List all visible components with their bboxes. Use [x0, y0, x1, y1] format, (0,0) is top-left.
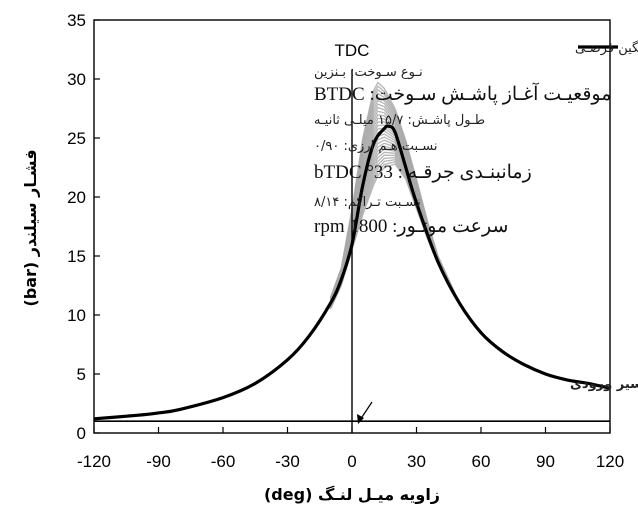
y-axis-ticks: 0 5 10 15 20 25 30 35 [67, 11, 100, 443]
cycle-line [329, 81, 482, 334]
condition-injection-duration: طـول پاشـش: ۱۵/۷ میلـی ثانیـه [314, 113, 485, 128]
x-axis-label: زاویه میـل لنـگ (deg) [264, 485, 440, 504]
arrow-head-icon [357, 414, 364, 424]
condition-equivalence-ratio: نسـبت هـم ارزی: ۰/۹۰ [314, 139, 437, 154]
condition-fuel-type: نـوع سـوخت: بـنزین [314, 65, 423, 80]
x-tick-label: -30 [275, 452, 300, 471]
x-tick-label: 60 [472, 452, 491, 471]
y-tick-label: 35 [67, 11, 86, 30]
condition-injection-start: موقعیـت آغـاز پاشـش سـوخت: BTDC [314, 82, 611, 105]
x-tick-label: -60 [211, 452, 236, 471]
conditions-block: نـوع سـوخت: بـنزین موقعیـت آغـاز پاشـش س… [314, 65, 611, 237]
legend-mean-label: سـیکل میـانگین فرضـی [575, 40, 638, 56]
y-axis-label: فشـار سیلندر (bar) [21, 149, 40, 306]
x-tick-label: -90 [146, 452, 171, 471]
legend: سـیکل میـانگین فرضـی [575, 40, 638, 56]
y-tick-label: 0 [77, 424, 86, 443]
y-tick-label: 20 [67, 188, 86, 207]
intake-pressure-label: فشـار مطلـق در مسیر ورودی [570, 377, 638, 392]
mean-cycle-curve [93, 124, 611, 421]
cycle-line [329, 163, 482, 334]
condition-spark-timing: زمانبنـدی جرقـه : 33° bTDC [314, 162, 532, 183]
x-axis-ticks: -120 -90 -60 -30 0 30 60 90 120 [77, 427, 624, 471]
y-tick-label: 10 [67, 306, 86, 325]
y-tick-label: 15 [67, 247, 86, 266]
condition-compression-ratio: نسـبت تـراکم: ۸/۱۴ [314, 195, 421, 210]
x-tick-label: 0 [347, 452, 356, 471]
condition-engine-speed: سرعت موتـور: 1800 rpm [314, 216, 508, 237]
y-tick-label: 30 [67, 70, 86, 89]
tdc-label: TDC [335, 41, 370, 60]
x-tick-label: 120 [596, 452, 624, 471]
y-tick-label: 25 [67, 129, 86, 148]
x-tick-label: 90 [536, 452, 555, 471]
x-tick-label: 30 [407, 452, 426, 471]
x-tick-label: -120 [77, 452, 111, 471]
y-tick-label: 5 [77, 365, 86, 384]
